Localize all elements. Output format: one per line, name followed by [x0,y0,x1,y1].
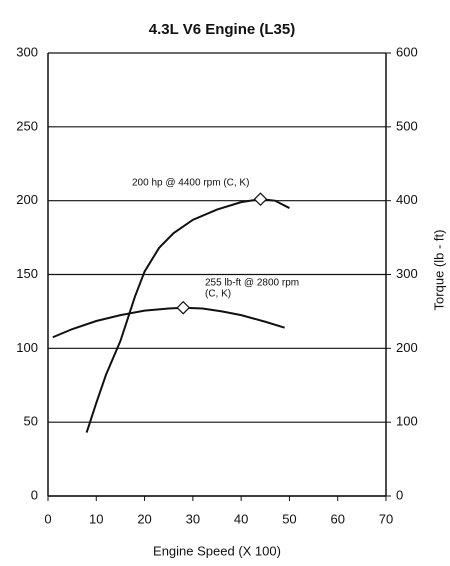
y2-tick-label: 100 [396,414,418,429]
y-tick-label: 100 [16,340,38,355]
y2-tick-label: 400 [396,192,418,207]
series-line [52,306,285,339]
annotation: (C, K) [205,289,231,300]
x-tick-label: 50 [282,511,296,526]
x-tick-label: 40 [234,511,248,526]
y2-tick-label: 500 [396,118,418,133]
annotation: 200 hp @ 4400 rpm (C, K) [132,178,249,189]
x-tick-label: 0 [44,511,51,526]
x-tick-label: 70 [379,511,393,526]
x-axis-label: Engine Speed (X 100) [153,543,281,558]
y2-axis-label: Torque (lb - ft) [431,230,446,311]
annotation: 255 lb-ft @ 2800 rpm [205,278,299,289]
x-tick-label: 10 [89,511,103,526]
y-tick-label: 50 [24,414,38,429]
x-tick-label: 60 [330,511,344,526]
y2-tick-label: 0 [396,487,403,502]
chart-title: 4.3L V6 Engine (L35) [149,21,295,38]
peak-marker [176,300,191,315]
y-tick-label: 0 [31,487,38,502]
x-tick-label: 20 [137,511,151,526]
y-tick-label: 200 [16,192,38,207]
y-tick-label: 150 [16,266,38,281]
y2-tick-label: 300 [396,266,418,281]
peak-marker [253,192,268,207]
y-tick-label: 250 [16,118,38,133]
y2-tick-label: 600 [396,44,418,59]
y2-tick-label: 200 [396,340,418,355]
x-tick-label: 30 [186,511,200,526]
y-tick-label: 300 [16,44,38,59]
